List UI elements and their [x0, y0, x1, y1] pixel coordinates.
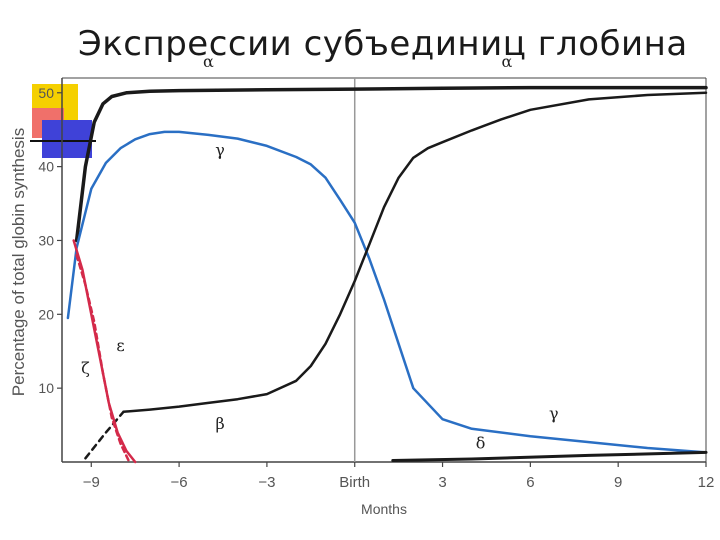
x-tick-label: 3	[438, 474, 446, 491]
series-layer	[66, 85, 708, 464]
series-line-γ	[66, 130, 708, 454]
x-tick-label: 6	[526, 474, 534, 491]
axes-layer: 10 20 30 40 50 −9 −6 −3 Birth 3 6 9 12 Months Percenta…	[9, 77, 715, 517]
x-tick-label: 12	[698, 474, 715, 491]
series-line-β	[122, 91, 708, 414]
curve-label: δ	[476, 434, 486, 453]
x-axis-title: Months	[361, 501, 407, 517]
curve-label: α	[203, 52, 214, 71]
x-tick-label: −9	[83, 474, 100, 491]
series-line-ζ	[75, 253, 131, 464]
decor-line	[30, 140, 96, 142]
curve-label: β	[215, 414, 224, 433]
y-tick-label: 10	[38, 380, 54, 396]
curve-label: ζ	[81, 358, 90, 377]
curve-label: γ	[215, 141, 225, 160]
x-tick-label: Birth	[339, 474, 370, 491]
series-line-δ	[391, 450, 708, 462]
y-axis-title: Percentage of total globin synthesis	[9, 128, 28, 396]
y-tick-label: 50	[38, 85, 54, 101]
decor-blue-square	[42, 120, 92, 158]
x-tick-label: −3	[258, 474, 275, 491]
curve-label: α	[502, 52, 513, 71]
series-line-β-prenatal	[84, 410, 125, 460]
curve-label: ε	[116, 336, 124, 355]
y-tick-label: 20	[38, 306, 54, 322]
series-line-α	[74, 85, 708, 243]
y-tick-label: 40	[38, 159, 54, 175]
x-tick-label: −6	[171, 474, 188, 491]
curve-label: γ	[549, 404, 559, 423]
label-layer: α α γ γ ε ζ β δ	[81, 52, 558, 453]
x-tick-label: 9	[614, 474, 622, 491]
y-tick-label: 30	[38, 232, 54, 248]
slide-title: Экспрессии субъединиц глобина	[78, 24, 688, 64]
